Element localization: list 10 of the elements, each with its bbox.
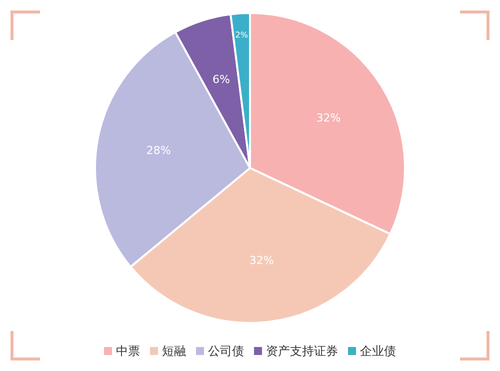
legend-label: 企业债 xyxy=(360,344,396,358)
data-label: 28% xyxy=(146,144,171,158)
legend-label: 中票 xyxy=(116,344,140,358)
data-label: 32% xyxy=(249,254,274,267)
data-label: 2% xyxy=(235,30,248,40)
data-label: 32% xyxy=(316,112,341,125)
data-label: 6% xyxy=(212,73,230,86)
legend-label: 公司债 xyxy=(208,344,244,358)
legend-label: 资产支持证券 xyxy=(266,344,338,358)
legend-label: 短融 xyxy=(162,344,186,358)
